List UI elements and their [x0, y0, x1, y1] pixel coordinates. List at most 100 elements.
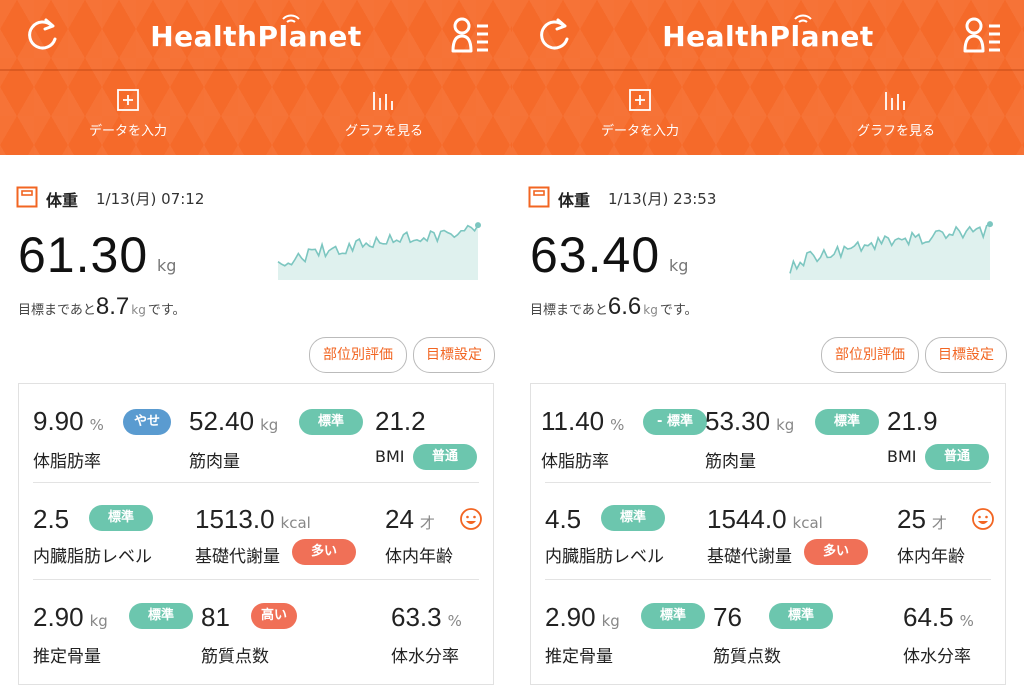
body-age-value: 25 — [897, 504, 926, 534]
goal-remaining-text: 目標まであと8.7 kg です。 — [18, 293, 186, 321]
visceral-badge: 標準 — [89, 505, 153, 531]
visceral-value-group: 2.5 — [33, 504, 69, 535]
app-logo: HealthPlanet — [150, 20, 362, 53]
part-evaluation-button[interactable]: 部位別評価 — [821, 337, 919, 373]
input-data-button[interactable]: データを入力 — [28, 88, 228, 148]
goal-setting-button[interactable]: 目標設定 — [413, 337, 495, 373]
muscle-score-value: 81 — [201, 602, 230, 632]
bmr-value-group: 1513.0 kcal — [195, 504, 311, 535]
bmr-label: 基礎代謝量 — [707, 547, 792, 567]
body-fat-label: 体脂肪率 — [541, 452, 609, 472]
bone-label: 推定骨量 — [545, 647, 613, 667]
view-graph-button[interactable]: グラフを見る — [796, 88, 996, 148]
weight-unit: kg — [157, 256, 177, 275]
bmr-badge: 多い — [292, 539, 356, 565]
body-age-value: 24 — [385, 504, 414, 534]
body-fat-value: 9.90 — [33, 406, 84, 436]
body-age-unit: 才 — [419, 514, 435, 532]
refresh-icon[interactable] — [534, 14, 574, 54]
signal-icon — [282, 14, 300, 23]
bone-value-group: 2.90 kg — [545, 602, 620, 633]
app-header: HealthPlanet データを入力 — [0, 0, 512, 155]
visceral-badge: 標準 — [601, 505, 665, 531]
water-value: 64.5 — [903, 602, 954, 632]
app-logo: HealthPlanet — [662, 20, 874, 53]
bmi-value-group: 21.9 — [887, 406, 938, 437]
plus-square-icon — [117, 89, 139, 111]
body-fat-unit: % — [89, 416, 104, 434]
goal-setting-button[interactable]: 目標設定 — [925, 337, 1007, 373]
water-value: 63.3 — [391, 602, 442, 632]
view-graph-button[interactable]: グラフを見る — [284, 88, 484, 148]
profile-menu-icon[interactable] — [450, 16, 492, 56]
weight-trend-sparkline[interactable] — [274, 210, 484, 282]
body-fat-badge: - 標準 — [643, 409, 707, 435]
part-evaluation-button[interactable]: 部位別評価 — [309, 337, 407, 373]
water-unit: % — [447, 612, 462, 630]
muscle-score-value-group: 81 — [201, 602, 230, 633]
weight-trend-sparkline[interactable] — [786, 210, 996, 282]
visceral-value: 4.5 — [545, 504, 582, 534]
goal-remaining-value: 6.6 — [607, 293, 642, 320]
muscle-score-label: 筋質点数 — [201, 647, 269, 667]
row-divider — [33, 579, 479, 580]
muscle-value: 53.30 — [705, 406, 771, 436]
goal-suffix: です。 — [659, 303, 698, 318]
sparkline-line — [277, 224, 479, 267]
body-fat-value-group: 9.90% — [33, 406, 104, 437]
water-label: 体水分率 — [903, 647, 971, 667]
bar-graph-icon — [885, 92, 905, 110]
visceral-label: 内臓脂肪レベル — [545, 547, 664, 567]
scale-icon — [528, 186, 550, 208]
bmi-badge: 普通 — [413, 444, 477, 470]
visceral-value: 2.5 — [33, 504, 70, 534]
plus-square-icon — [629, 89, 651, 111]
bmr-badge: 多い — [804, 539, 868, 565]
muscle-score-badge: 標準 — [769, 603, 833, 629]
refresh-icon[interactable] — [22, 14, 62, 54]
health-panel-left: HealthPlanet データを入力 — [0, 0, 512, 695]
bmr-value-group: 1544.0 kcal — [707, 504, 823, 535]
water-unit: % — [959, 612, 974, 630]
goal-suffix: です。 — [147, 303, 186, 318]
visceral-label: 内臓脂肪レベル — [33, 547, 152, 567]
body-fat-label: 体脂肪率 — [33, 452, 101, 472]
body-age-value-group: 25 才 — [897, 504, 947, 535]
health-panel-right: HealthPlanet データを入力 — [512, 0, 1024, 695]
app-header: HealthPlanet データを入力 — [512, 0, 1024, 155]
input-data-button[interactable]: データを入力 — [540, 88, 740, 148]
bmi-label: BMI — [375, 447, 405, 466]
muscle-value-group: 52.40 kg — [189, 406, 278, 437]
muscle-badge: 標準 — [815, 409, 879, 435]
view-graph-label: グラフを見る — [856, 124, 935, 139]
smile-face-icon — [460, 508, 482, 530]
weight-label: 体重 — [558, 191, 591, 210]
goal-prefix: 目標まであと — [18, 303, 96, 318]
bone-label: 推定骨量 — [33, 647, 101, 667]
sparkline-latest-point — [987, 221, 993, 228]
muscle-value: 52.40 — [189, 406, 255, 436]
body-age-unit: 才 — [931, 514, 947, 532]
muscle-label: 筋肉量 — [705, 452, 756, 472]
weight-value: 61.30 — [18, 227, 149, 283]
header-divider — [0, 69, 512, 71]
input-data-label: データを入力 — [88, 124, 167, 139]
weight-unit: kg — [669, 256, 689, 275]
bmi-badge: 普通 — [925, 444, 989, 470]
water-value-group: 63.3% — [391, 602, 462, 633]
goal-unit: kg — [131, 303, 146, 317]
muscle-unit: kg — [260, 416, 279, 434]
muscle-score-value: 76 — [713, 602, 742, 632]
scale-icon — [16, 186, 38, 208]
body-fat-badge: やせ — [123, 409, 171, 435]
bone-value-group: 2.90 kg — [33, 602, 108, 633]
body-fat-unit: % — [610, 416, 625, 434]
row-divider — [545, 579, 991, 580]
metrics-card: 11.40% - 標準 体脂肪率 53.30 kg 標準 筋肉量 21.9 BMI… — [530, 383, 1006, 685]
profile-menu-icon[interactable] — [962, 16, 1004, 56]
bone-value: 2.90 — [545, 602, 596, 632]
muscle-label: 筋肉量 — [189, 452, 240, 472]
bmi-value-group: 21.2 — [375, 406, 426, 437]
bar-graph-icon — [373, 92, 393, 110]
bmr-unit: kcal — [280, 514, 311, 532]
